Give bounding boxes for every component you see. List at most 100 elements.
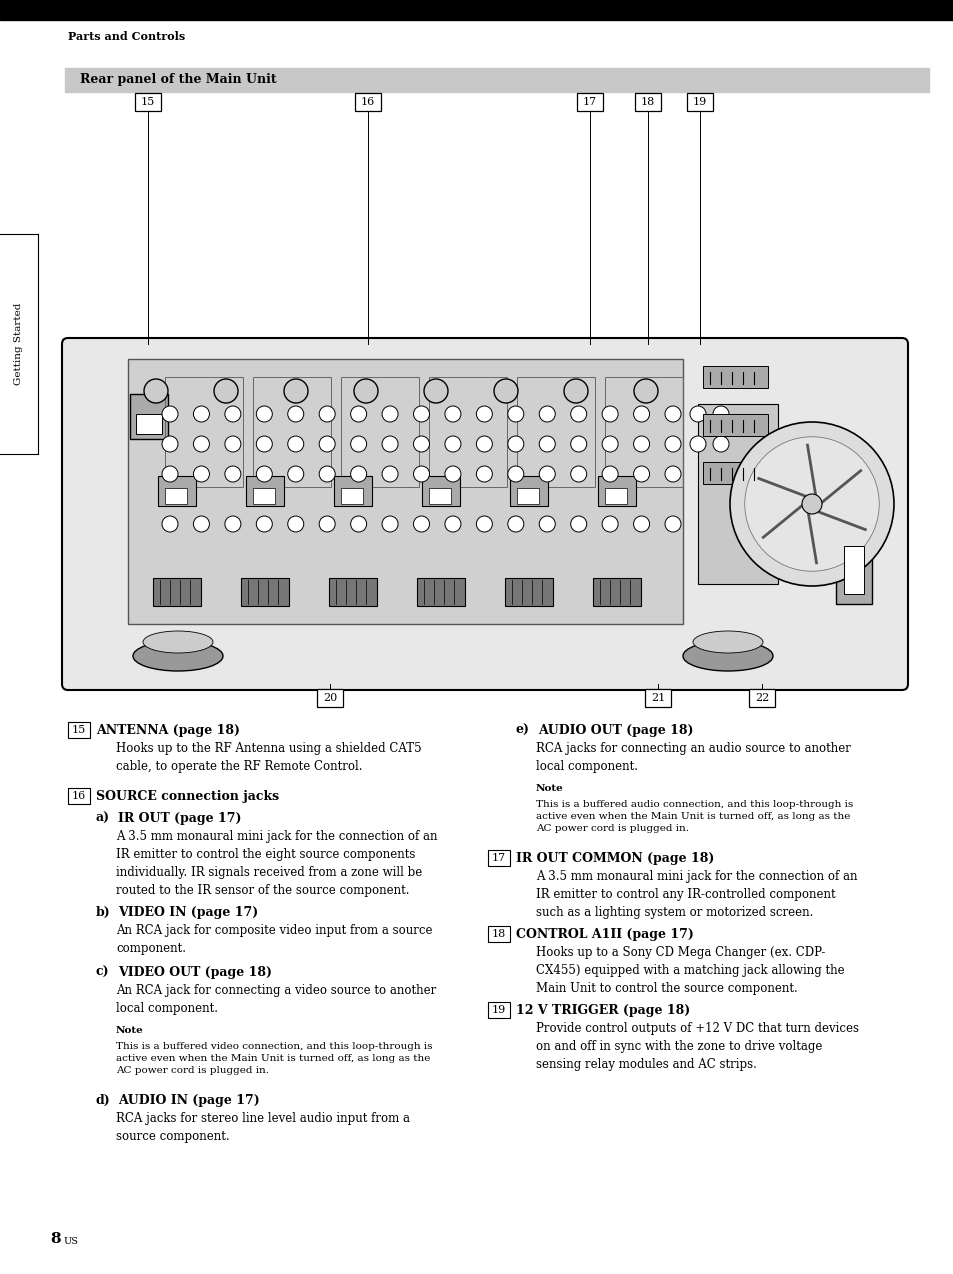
Text: 17: 17: [492, 854, 505, 862]
Bar: [165, 488, 187, 505]
Circle shape: [570, 436, 586, 452]
Circle shape: [689, 406, 705, 422]
Circle shape: [444, 466, 460, 482]
Circle shape: [413, 466, 429, 482]
Circle shape: [538, 466, 555, 482]
Circle shape: [225, 406, 240, 422]
Circle shape: [319, 466, 335, 482]
Text: This is a buffered video connection, and this loop-through is
active even when t: This is a buffered video connection, and…: [116, 1042, 432, 1075]
Bar: [843, 547, 863, 594]
Bar: [835, 536, 871, 604]
Circle shape: [476, 466, 492, 482]
Bar: [517, 488, 538, 505]
Bar: [488, 1001, 510, 1018]
Text: VIDEO IN (page 17): VIDEO IN (page 17): [118, 906, 258, 919]
Bar: [488, 850, 510, 866]
Circle shape: [225, 516, 240, 533]
Bar: [702, 414, 767, 436]
Circle shape: [351, 436, 366, 452]
Circle shape: [381, 516, 397, 533]
Circle shape: [601, 436, 618, 452]
Circle shape: [601, 466, 618, 482]
Text: VIDEO OUT (page 18): VIDEO OUT (page 18): [118, 966, 272, 978]
Bar: [644, 689, 670, 707]
Text: Parts and Controls: Parts and Controls: [68, 31, 185, 42]
Circle shape: [476, 516, 492, 533]
Circle shape: [144, 378, 168, 403]
Circle shape: [288, 406, 303, 422]
Circle shape: [193, 406, 210, 422]
Bar: [253, 488, 274, 505]
Circle shape: [319, 436, 335, 452]
Circle shape: [256, 436, 272, 452]
Ellipse shape: [143, 631, 213, 654]
Bar: [316, 689, 343, 707]
Bar: [702, 462, 767, 484]
Text: US: US: [64, 1237, 79, 1246]
Bar: [165, 377, 243, 487]
Bar: [604, 488, 626, 505]
Circle shape: [284, 378, 308, 403]
Text: 19: 19: [692, 97, 706, 107]
Bar: [136, 414, 162, 434]
Text: 22: 22: [754, 693, 768, 703]
Circle shape: [256, 516, 272, 533]
Text: b): b): [96, 906, 111, 919]
Circle shape: [664, 406, 680, 422]
Circle shape: [193, 436, 210, 452]
Text: 15: 15: [141, 97, 155, 107]
Circle shape: [494, 378, 517, 403]
Bar: [488, 926, 510, 941]
Circle shape: [664, 516, 680, 533]
Circle shape: [570, 406, 586, 422]
Circle shape: [193, 516, 210, 533]
Text: Provide control outputs of +12 V DC that turn devices
on and off in sync with th: Provide control outputs of +12 V DC that…: [536, 1022, 858, 1071]
Bar: [598, 476, 636, 506]
Text: 20: 20: [322, 693, 336, 703]
Circle shape: [664, 466, 680, 482]
Circle shape: [444, 516, 460, 533]
Circle shape: [225, 436, 240, 452]
Bar: [504, 578, 553, 606]
Bar: [416, 578, 464, 606]
Circle shape: [413, 516, 429, 533]
Circle shape: [288, 466, 303, 482]
Text: This is a buffered audio connection, and this loop-through is
active even when t: This is a buffered audio connection, and…: [536, 800, 852, 833]
Bar: [517, 377, 595, 487]
Circle shape: [633, 466, 649, 482]
Circle shape: [319, 516, 335, 533]
Text: An RCA jack for composite video input from a source
component.: An RCA jack for composite video input fr…: [116, 924, 432, 956]
Circle shape: [162, 406, 178, 422]
Bar: [429, 488, 451, 505]
Bar: [68, 722, 90, 738]
Text: 12 V TRIGGER (page 18): 12 V TRIGGER (page 18): [516, 1004, 690, 1017]
Bar: [748, 689, 774, 707]
Bar: [0, 234, 38, 454]
Bar: [635, 93, 660, 111]
Bar: [128, 359, 682, 624]
Text: 18: 18: [492, 929, 506, 939]
Circle shape: [729, 422, 893, 586]
Circle shape: [507, 466, 523, 482]
Text: A 3.5 mm monaural mini jack for the connection of an
IR emitter to control the e: A 3.5 mm monaural mini jack for the conn…: [116, 829, 437, 897]
Circle shape: [444, 406, 460, 422]
Text: CONTROL A1II (page 17): CONTROL A1II (page 17): [516, 927, 693, 941]
Circle shape: [213, 378, 237, 403]
Ellipse shape: [682, 641, 772, 671]
Bar: [246, 476, 284, 506]
Text: SOURCE connection jacks: SOURCE connection jacks: [96, 790, 279, 803]
Text: ANTENNA (page 18): ANTENNA (page 18): [96, 724, 240, 736]
Circle shape: [288, 516, 303, 533]
Circle shape: [476, 406, 492, 422]
Circle shape: [601, 406, 618, 422]
Text: a): a): [96, 812, 110, 826]
Text: Hooks up to a Sony CD Mega Changer (ex. CDP-
CX455) equipped with a matching jac: Hooks up to a Sony CD Mega Changer (ex. …: [536, 947, 843, 995]
Circle shape: [423, 378, 448, 403]
Bar: [355, 93, 380, 111]
Text: e): e): [516, 724, 530, 736]
Circle shape: [476, 436, 492, 452]
Circle shape: [507, 436, 523, 452]
Text: 8: 8: [50, 1232, 61, 1246]
Bar: [158, 476, 195, 506]
Circle shape: [712, 436, 728, 452]
